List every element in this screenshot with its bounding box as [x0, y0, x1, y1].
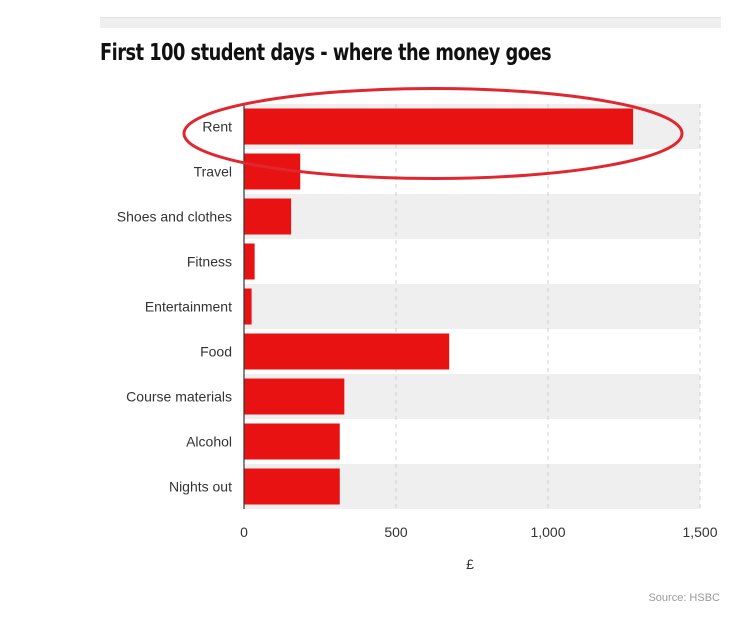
- x-tick-label: 500: [384, 524, 408, 540]
- category-label: Nights out: [169, 479, 232, 495]
- row-band: [244, 284, 700, 329]
- category-label: Course materials: [126, 389, 232, 405]
- category-label: Alcohol: [186, 434, 232, 450]
- top-divider-bar: [100, 17, 721, 28]
- bar-shoes-and-clothes: [244, 198, 292, 235]
- category-label: Fitness: [187, 254, 232, 270]
- category-labels: Rent Travel Shoes and clothes Fitness Entert…: [117, 119, 232, 495]
- category-label: Travel: [194, 164, 232, 180]
- category-label: Entertainment: [145, 299, 232, 315]
- highlight-ring: [182, 87, 684, 180]
- gridlines: [395, 104, 701, 509]
- chart-title: First 100 student days - where the money…: [100, 40, 552, 66]
- category-label: Shoes and clothes: [117, 209, 232, 225]
- category-label: Food: [200, 344, 232, 360]
- bar-course-materials: [244, 378, 345, 415]
- bar-food: [244, 333, 450, 370]
- bar-entertainment: [244, 288, 252, 325]
- x-axis-ticks: 0 500 1,000 1,500: [240, 524, 718, 540]
- bar-alcohol: [244, 423, 340, 460]
- bar-rent: [244, 108, 634, 145]
- source-note: Source: HSBC: [648, 592, 720, 604]
- x-tick-label: 0: [240, 524, 248, 540]
- row-band: [244, 194, 700, 239]
- bar-fitness: [244, 243, 255, 280]
- x-tick-label: 1,000: [530, 524, 565, 540]
- x-tick-label: 1,500: [682, 524, 717, 540]
- bar-nights-out: [244, 468, 340, 505]
- category-label: Rent: [202, 119, 232, 135]
- bars: [244, 108, 634, 505]
- x-axis-title: £: [466, 556, 474, 572]
